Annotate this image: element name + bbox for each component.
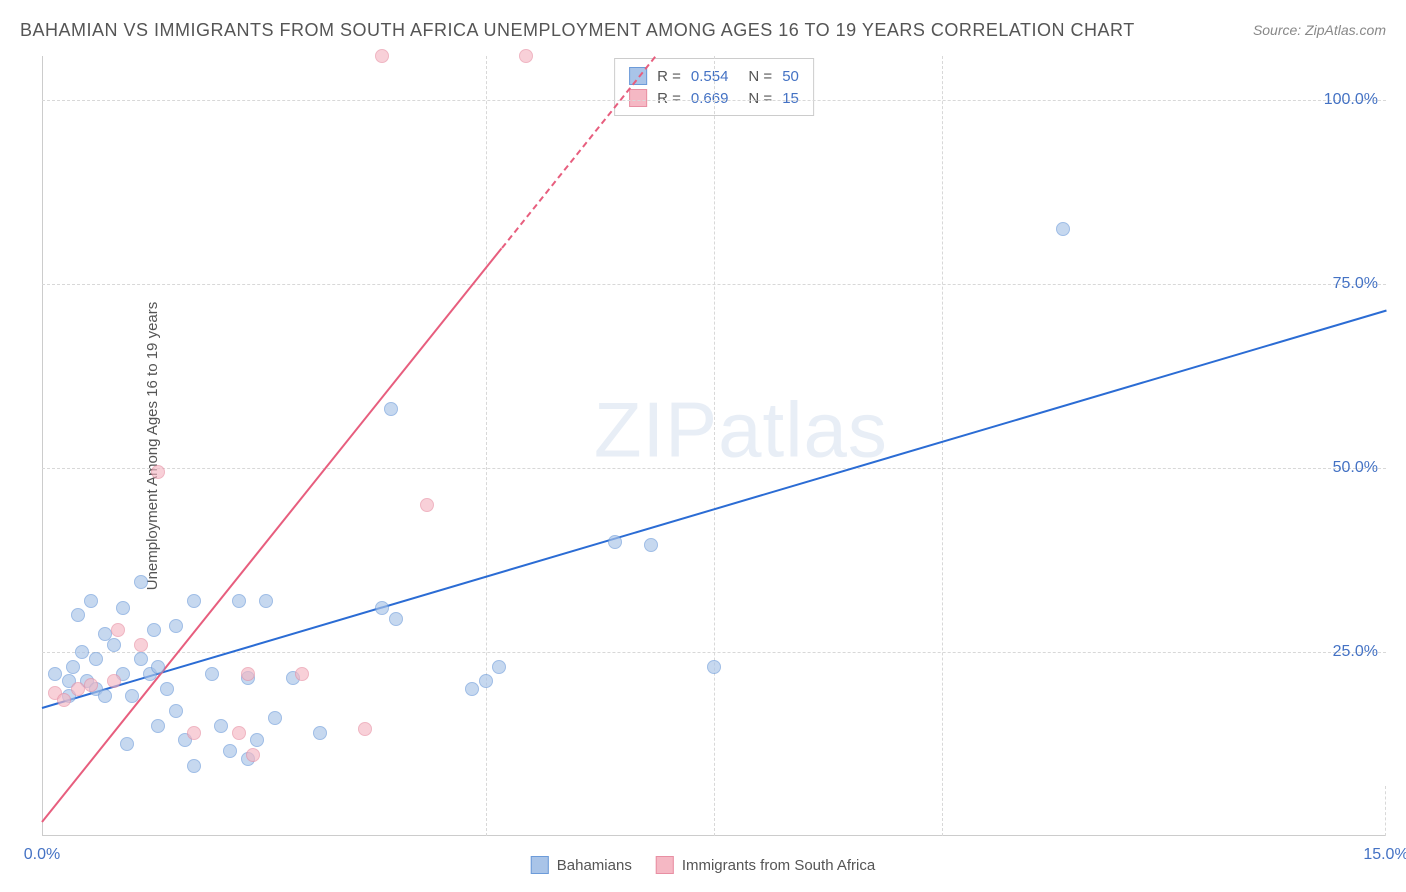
data-point xyxy=(169,704,183,718)
data-point xyxy=(358,722,372,736)
r-value: 0.554 xyxy=(691,68,729,85)
data-point xyxy=(187,726,201,740)
y-tick-label: 50.0% xyxy=(1333,459,1378,477)
data-point xyxy=(223,744,237,758)
legend-item: Bahamians xyxy=(531,856,632,874)
data-point xyxy=(71,682,85,696)
data-point xyxy=(492,660,506,674)
series-swatch xyxy=(629,89,647,107)
gridline-v xyxy=(714,56,715,836)
data-point xyxy=(111,623,125,637)
data-point xyxy=(120,737,134,751)
data-point xyxy=(608,535,622,549)
data-point xyxy=(151,465,165,479)
data-point xyxy=(75,645,89,659)
n-label: N = xyxy=(748,68,772,85)
n-value: 50 xyxy=(782,68,799,85)
data-point xyxy=(98,627,112,641)
data-point xyxy=(116,601,130,615)
data-point xyxy=(48,667,62,681)
data-point xyxy=(519,49,533,63)
data-point xyxy=(169,619,183,633)
data-point xyxy=(375,49,389,63)
watermark-atlas: atlas xyxy=(718,386,888,474)
gridline-v xyxy=(486,56,487,836)
data-point xyxy=(160,682,174,696)
data-point xyxy=(384,402,398,416)
series-swatch xyxy=(656,856,674,874)
data-point xyxy=(151,660,165,674)
data-point xyxy=(205,667,219,681)
y-tick-label: 100.0% xyxy=(1324,91,1378,109)
data-point xyxy=(134,652,148,666)
y-tick-label: 75.0% xyxy=(1333,275,1378,293)
gridline-v xyxy=(942,56,943,836)
data-point xyxy=(147,623,161,637)
data-point xyxy=(89,652,103,666)
data-point xyxy=(295,667,309,681)
data-point xyxy=(84,678,98,692)
data-point xyxy=(420,498,434,512)
n-label: N = xyxy=(748,90,772,107)
r-label: R = xyxy=(657,68,681,85)
watermark: ZIPatlas xyxy=(594,385,888,476)
data-point xyxy=(707,660,721,674)
data-point xyxy=(187,759,201,773)
x-tick-label: 0.0% xyxy=(24,846,60,864)
data-point xyxy=(151,719,165,733)
data-point xyxy=(375,601,389,615)
legend-label: Immigrants from South Africa xyxy=(682,857,875,874)
data-point xyxy=(98,689,112,703)
data-point xyxy=(313,726,327,740)
data-point xyxy=(107,674,121,688)
data-point xyxy=(389,612,403,626)
data-point xyxy=(134,575,148,589)
watermark-zip: ZIP xyxy=(594,386,718,474)
chart-title: BAHAMIAN VS IMMIGRANTS FROM SOUTH AFRICA… xyxy=(20,20,1135,41)
data-point xyxy=(644,538,658,552)
data-point xyxy=(1056,222,1070,236)
x-tick-label: 15.0% xyxy=(1363,846,1406,864)
y-tick-label: 25.0% xyxy=(1333,643,1378,661)
trend-line xyxy=(41,248,502,823)
legend-label: Bahamians xyxy=(557,857,632,874)
data-point xyxy=(66,660,80,674)
source-attribution: Source: ZipAtlas.com xyxy=(1253,22,1386,38)
legend-item: Immigrants from South Africa xyxy=(656,856,875,874)
data-point xyxy=(479,674,493,688)
plot-area: ZIPatlas R = 0.554 N = 50 R = 0.669 N = 15 25.0… xyxy=(42,56,1386,836)
data-point xyxy=(241,667,255,681)
gridline-v xyxy=(1385,786,1386,836)
trend-line xyxy=(501,56,656,249)
data-point xyxy=(57,693,71,707)
data-point xyxy=(187,594,201,608)
data-point xyxy=(268,711,282,725)
data-point xyxy=(71,608,85,622)
data-point xyxy=(232,726,246,740)
data-point xyxy=(134,638,148,652)
data-point xyxy=(232,594,246,608)
data-point xyxy=(246,748,260,762)
data-point xyxy=(125,689,139,703)
data-point xyxy=(250,733,264,747)
data-point xyxy=(465,682,479,696)
n-value: 15 xyxy=(782,90,799,107)
correlation-chart: BAHAMIAN VS IMMIGRANTS FROM SOUTH AFRICA… xyxy=(0,0,1406,892)
y-axis-line xyxy=(42,56,43,836)
data-point xyxy=(107,638,121,652)
series-swatch xyxy=(531,856,549,874)
r-value: 0.669 xyxy=(691,90,729,107)
data-point xyxy=(84,594,98,608)
series-legend: Bahamians Immigrants from South Africa xyxy=(531,856,875,874)
data-point xyxy=(214,719,228,733)
r-label: R = xyxy=(657,90,681,107)
data-point xyxy=(259,594,273,608)
